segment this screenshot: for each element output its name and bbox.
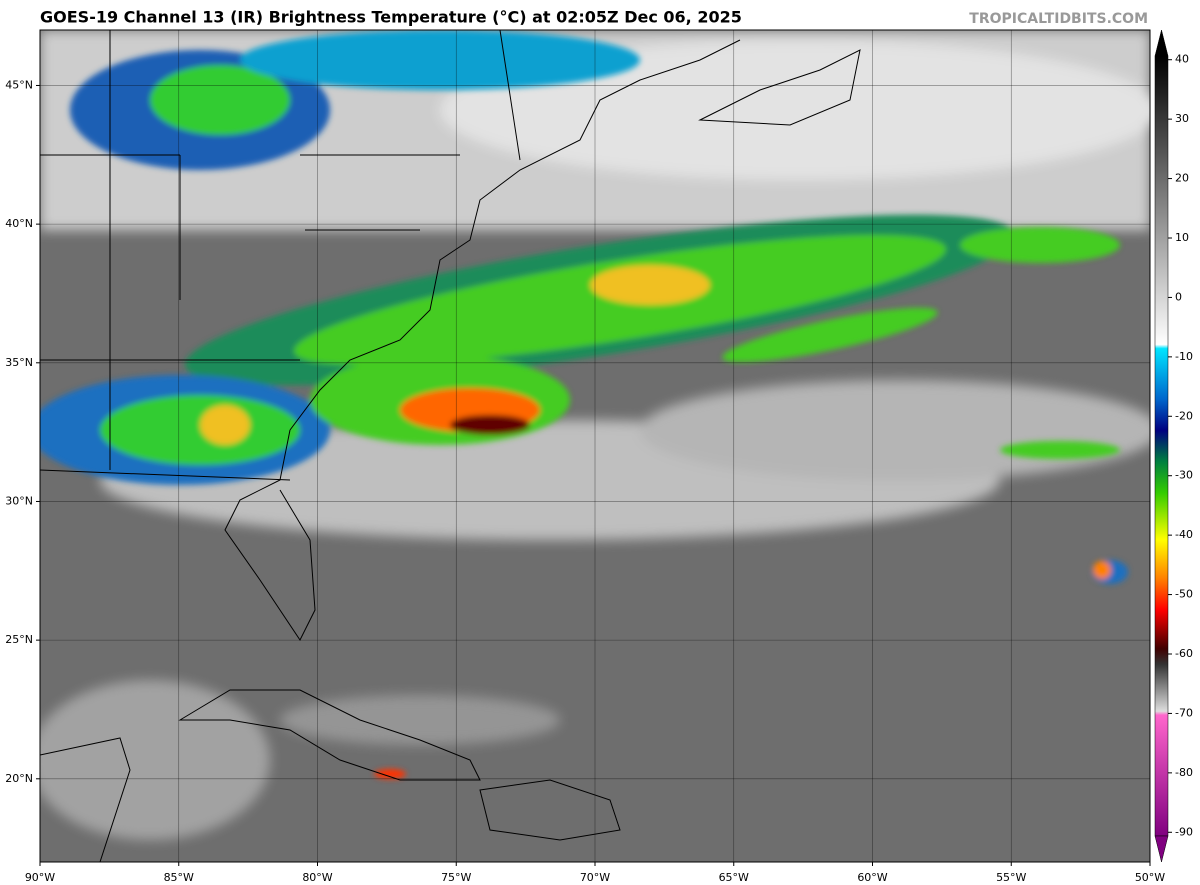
- colorbar-extend-top: [1154, 29, 1169, 57]
- x-tick-label: 80°W: [302, 871, 332, 884]
- y-tick-label: 25°N: [5, 633, 33, 646]
- colorbar-extend-bottom: [1154, 835, 1169, 863]
- x-tick-label: 65°W: [719, 871, 749, 884]
- colorbar: [1154, 55, 1169, 837]
- x-tick-label: 85°W: [164, 871, 194, 884]
- colorbar-tick-label: 40: [1175, 53, 1189, 66]
- colorbar-tick-label: -40: [1175, 528, 1193, 541]
- colorbar-tick-label: 10: [1175, 231, 1189, 244]
- x-tick-label: 75°W: [441, 871, 471, 884]
- colorbar-tick-label: -20: [1175, 409, 1193, 422]
- x-tick-label: 70°W: [580, 871, 610, 884]
- x-tick-label: 60°W: [857, 871, 887, 884]
- title: GOES-19 Channel 13 (IR) Brightness Tempe…: [40, 8, 742, 27]
- x-tick-label: 55°W: [996, 871, 1026, 884]
- colorbar-tick-label: -30: [1175, 469, 1193, 482]
- colorbar-tick-label: -60: [1175, 647, 1193, 660]
- y-tick-label: 35°N: [5, 356, 33, 369]
- colorbar-tick-label: 20: [1175, 172, 1189, 185]
- colorbar-tick-label: -50: [1175, 588, 1193, 601]
- colorbar-tick-label: 0: [1175, 290, 1182, 303]
- y-tick-label: 20°N: [5, 772, 33, 785]
- watermark: TROPICALTIDBITS.COM: [969, 11, 1148, 27]
- colorbar-tick-label: -90: [1175, 825, 1193, 838]
- colorbar-tick-label: -70: [1175, 706, 1193, 719]
- y-tick-label: 30°N: [5, 494, 33, 507]
- x-tick-label: 90°W: [25, 871, 55, 884]
- x-tick-label: 50°W: [1135, 871, 1165, 884]
- colorbar-tick-label: -10: [1175, 350, 1193, 363]
- y-tick-label: 40°N: [5, 217, 33, 230]
- colorbar-tick-label: -80: [1175, 766, 1193, 779]
- colorbar-tick-label: 30: [1175, 112, 1189, 125]
- y-tick-label: 45°N: [5, 78, 33, 91]
